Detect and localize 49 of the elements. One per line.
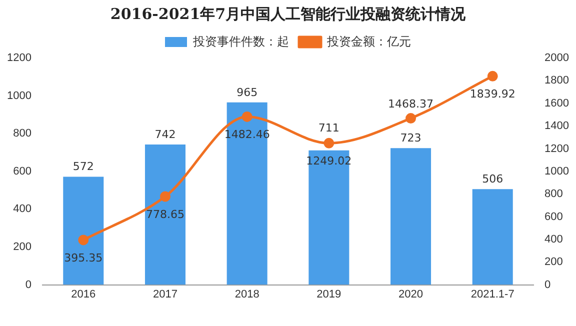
data-label: 711 xyxy=(318,122,340,135)
bar xyxy=(63,176,104,285)
point xyxy=(487,70,498,82)
data-label: 742 xyxy=(154,128,176,141)
bar xyxy=(390,148,432,285)
y2-tick-label: 2000 xyxy=(544,52,570,64)
data-label: 506 xyxy=(482,172,504,186)
y-tick-label: 800 xyxy=(13,128,32,140)
data-label: 1839.92 xyxy=(470,88,516,101)
x-tick-label: 2020 xyxy=(398,288,424,300)
y2-tick-label: 1000 xyxy=(544,165,570,178)
y2-tick-label: 400 xyxy=(544,233,563,246)
y2-tick-label: 1400 xyxy=(544,120,570,132)
point xyxy=(160,191,170,202)
y-tick-label: 1200 xyxy=(6,52,32,64)
legend-label: 投资金额：亿元 xyxy=(326,34,411,48)
data-label: 1468.37 xyxy=(388,98,434,111)
y-tick-label: 200 xyxy=(13,241,32,254)
x-tick-label: 2018 xyxy=(234,288,260,300)
y-tick-label: 1000 xyxy=(6,90,32,102)
x-tick-label: 2021.1-7 xyxy=(470,288,514,300)
y2-tick-label: 1600 xyxy=(544,97,570,110)
bar xyxy=(226,102,268,285)
y2-tick-label: 800 xyxy=(544,188,563,200)
y2-tick-label: 1800 xyxy=(544,74,570,87)
legend-label: 投资事件件数：起 xyxy=(192,34,289,48)
point xyxy=(78,234,89,246)
point xyxy=(324,138,334,148)
y-tick-label: 600 xyxy=(13,165,32,178)
data-label: 395.35 xyxy=(64,251,103,264)
bar xyxy=(144,144,186,285)
x-tick-label: 2019 xyxy=(316,288,342,300)
bar xyxy=(472,189,513,285)
y2-tick-label: 200 xyxy=(544,256,563,268)
y2-tick-label: 0 xyxy=(544,278,551,291)
bar xyxy=(308,150,350,285)
data-label: 572 xyxy=(72,160,94,174)
x-tick-label: 2017 xyxy=(152,288,178,300)
point xyxy=(406,113,416,124)
y2-tick-label: 1200 xyxy=(544,142,570,155)
y-tick-label: 400 xyxy=(13,203,32,216)
chart-title: 2016-2021年7月中国人工智能行业投融资统计情况 xyxy=(109,4,467,25)
y2-tick-label: 600 xyxy=(544,210,563,223)
y-tick-label: 0 xyxy=(25,278,32,291)
point xyxy=(242,111,252,122)
x-tick-label: 2016 xyxy=(71,288,96,300)
data-label: 723 xyxy=(400,132,422,145)
data-label: 965 xyxy=(236,86,258,99)
data-label: 778.65 xyxy=(146,208,184,221)
